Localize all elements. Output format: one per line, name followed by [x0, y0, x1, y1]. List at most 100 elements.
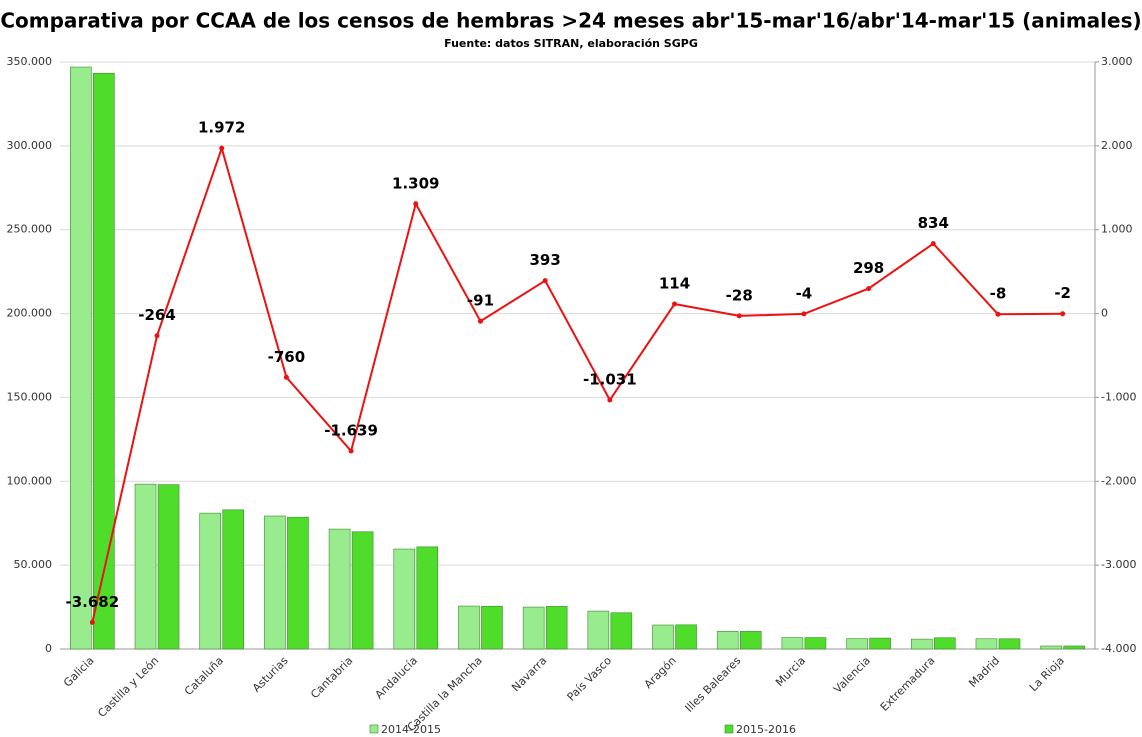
line-point	[672, 301, 678, 307]
y-tick-label: 200.000	[7, 307, 53, 320]
x-tick-label: Valencia	[831, 654, 873, 696]
legend-label: 2015-2016	[736, 723, 796, 736]
y-tick-label: 300.000	[7, 139, 53, 152]
line-point	[607, 397, 613, 403]
y2-tick-label: -3.000	[1101, 558, 1136, 571]
bar	[610, 612, 633, 650]
bar	[157, 484, 180, 650]
x-tick-label: Cataluña	[182, 654, 226, 698]
bar	[351, 531, 374, 650]
x-tick-label: La Rioja	[1027, 654, 1067, 694]
x-tick-label: Cantabria	[308, 654, 355, 701]
bar	[545, 606, 568, 650]
y-tick-label: 250.000	[7, 223, 53, 236]
data-label: -760	[268, 348, 306, 366]
bar	[716, 631, 739, 650]
line-point	[219, 145, 225, 151]
x-tick-label: Murcia	[773, 654, 808, 689]
data-label: -1.031	[583, 371, 637, 389]
line-point	[348, 448, 354, 454]
legend-label: 2014-2015	[381, 723, 441, 736]
y2-tick-label: 1.000	[1101, 223, 1133, 236]
x-tick-label: Madrid	[966, 654, 1002, 690]
bar	[222, 509, 245, 650]
bar	[481, 605, 503, 650]
x-tick-label: Illes Baleares	[683, 654, 744, 715]
bar	[70, 66, 92, 650]
chart-title: Comparativa por CCAA de los censos de he…	[0, 9, 1141, 33]
bar	[781, 637, 804, 650]
y2-tick-label: 2.000	[1101, 139, 1133, 152]
data-label: 298	[853, 259, 884, 277]
x-tick-label: Extremadura	[878, 654, 938, 714]
y2-tick-label: 0	[1101, 307, 1108, 320]
bar	[846, 638, 868, 650]
line-point	[930, 241, 936, 247]
bar	[199, 512, 222, 650]
line-point	[1060, 311, 1066, 317]
y2-tick-label: -1.000	[1101, 390, 1136, 403]
y-tick-label: 100.000	[7, 474, 53, 487]
line-point	[477, 318, 483, 324]
data-label: -91	[467, 292, 494, 310]
y-tick-label: 0	[45, 642, 52, 655]
data-label: -264	[138, 306, 176, 324]
bar	[933, 637, 956, 650]
bar	[652, 624, 674, 650]
line-point	[413, 201, 419, 207]
x-tick-label: Asturias	[250, 654, 291, 695]
bar	[264, 515, 286, 650]
line-point	[283, 374, 289, 380]
y-tick-label: 50.000	[14, 558, 53, 571]
data-label: 393	[530, 251, 561, 269]
bar	[522, 606, 545, 650]
line-point	[154, 333, 160, 339]
bar	[1063, 645, 1085, 650]
data-label: -2	[1054, 284, 1071, 302]
bar	[393, 548, 416, 650]
data-label: 834	[918, 214, 949, 232]
data-label: -28	[726, 286, 753, 304]
x-tick-label: País Vasco	[565, 654, 615, 704]
bar	[1040, 645, 1062, 650]
line-point	[542, 278, 548, 284]
x-tick-label: Castilla y León	[95, 654, 161, 720]
legend-swatch	[369, 724, 379, 734]
line-point	[995, 311, 1001, 317]
bar	[998, 638, 1021, 650]
data-label: -4	[796, 284, 813, 302]
data-label: -1.639	[324, 422, 378, 440]
data-label: 1.309	[392, 174, 439, 192]
line-point	[736, 313, 742, 319]
line-point	[89, 619, 95, 625]
bar	[975, 638, 998, 650]
chart-subtitle: Fuente: datos SITRAN, elaboración SGPG	[444, 37, 698, 50]
y2-tick-label: 3.000	[1101, 55, 1133, 68]
x-tick-label: Navarra	[509, 654, 549, 694]
bar	[910, 638, 933, 650]
bar	[587, 610, 610, 650]
bar	[675, 624, 697, 650]
line-point	[801, 311, 807, 317]
bar	[328, 528, 351, 650]
bar	[458, 605, 480, 650]
y-tick-label: 150.000	[7, 390, 53, 403]
data-label: 114	[659, 275, 690, 293]
line-point	[866, 286, 872, 292]
data-label: -3.682	[66, 593, 120, 611]
bar	[739, 631, 762, 650]
bar	[416, 546, 439, 650]
x-tick-label: Aragón	[642, 654, 679, 691]
bar	[93, 72, 115, 650]
x-tick-label: Galicia	[61, 654, 97, 690]
line	[91, 144, 1063, 623]
bar	[134, 483, 157, 650]
bar	[869, 637, 891, 650]
y2-tick-label: -2.000	[1101, 474, 1136, 487]
legend-swatch	[724, 724, 734, 734]
y-tick-label: 350.000	[7, 55, 53, 68]
x-tick-label: Andalucía	[373, 654, 420, 701]
bar	[287, 516, 309, 650]
bar	[804, 637, 827, 650]
